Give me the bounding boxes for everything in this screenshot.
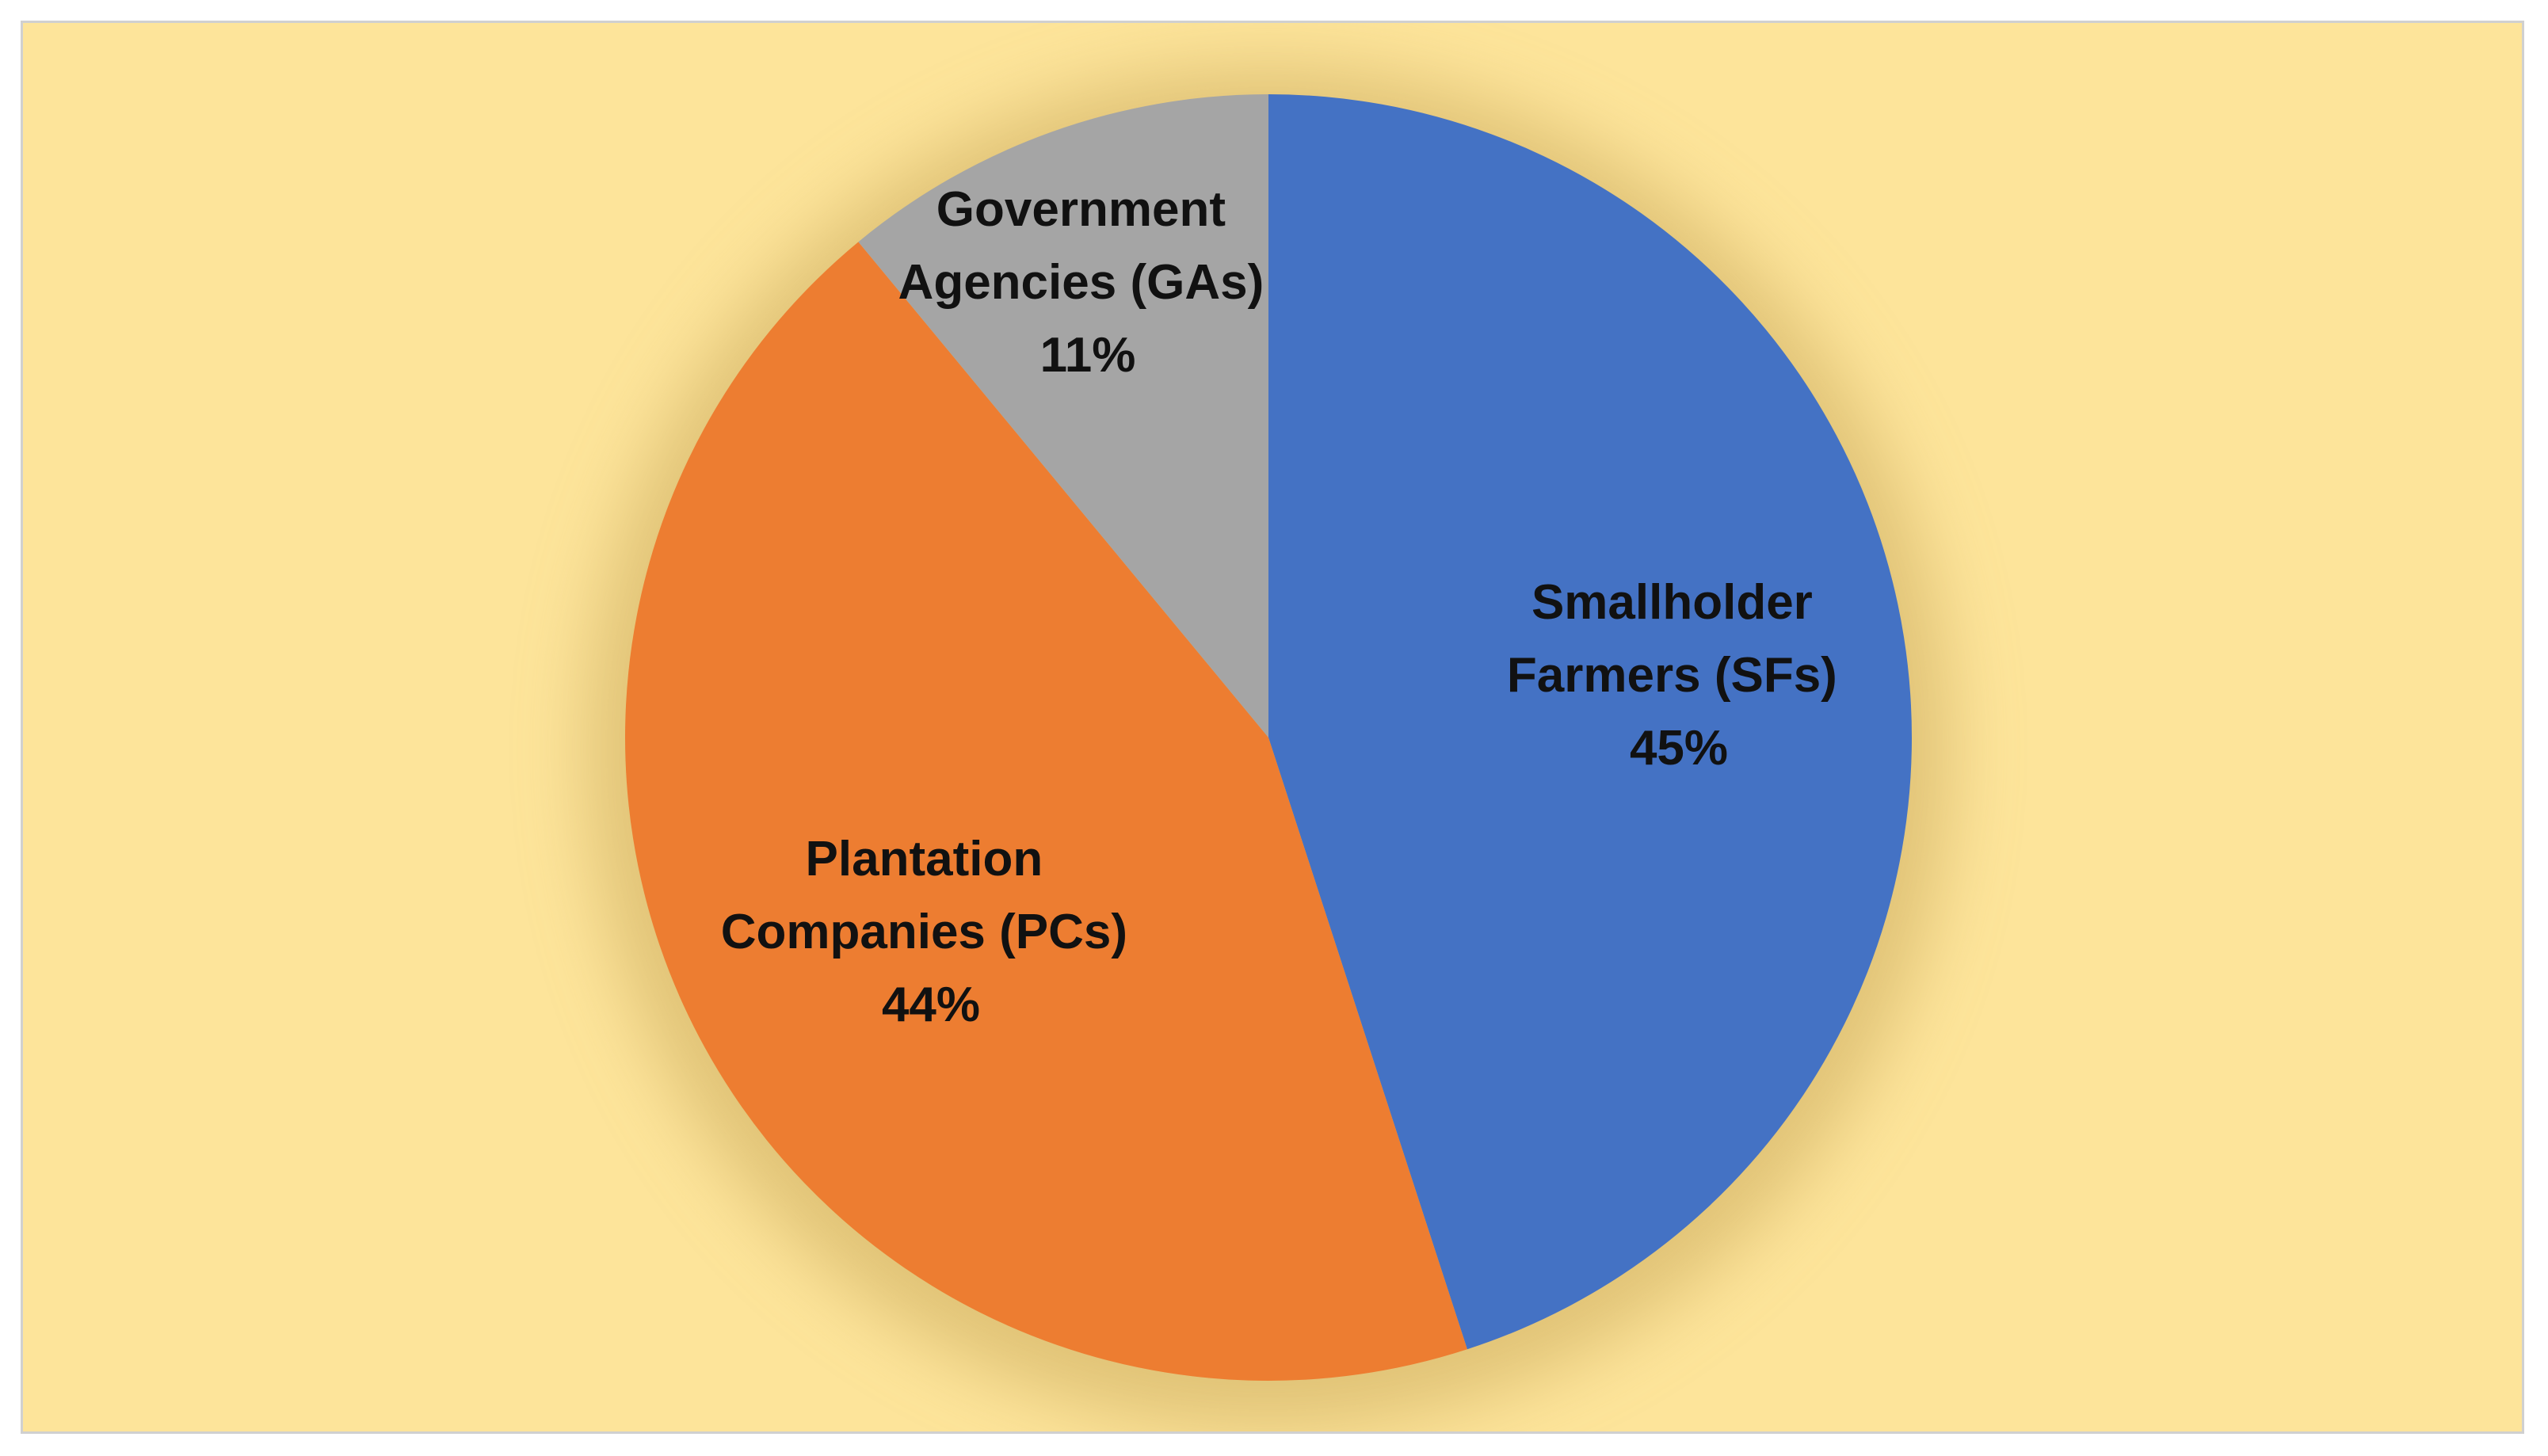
- slice-value-label: 45%: [1630, 721, 1728, 776]
- slice-label-plantation-companies: Plantation Companies (PCs) 44%: [721, 832, 1142, 1032]
- slice-label-line2: Agencies (GAs): [898, 255, 1264, 310]
- slice-label-government-agencies: Government Agencies (GAs) 11%: [898, 182, 1278, 383]
- pie-slice-smallholder-farmers: [1268, 94, 1912, 1350]
- pie-slice-plantation-companies: [625, 242, 1467, 1381]
- slice-label-line1: Government: [936, 182, 1226, 237]
- slice-value-label: 11%: [1040, 328, 1136, 383]
- slice-label-line2: Companies (PCs): [721, 905, 1127, 959]
- chart-area: Smallholder Farmers (SFs) 45% Plantation…: [21, 21, 2524, 1434]
- pie-chart: Smallholder Farmers (SFs) 45% Plantation…: [587, 67, 1950, 1430]
- pie-slices: [625, 94, 1912, 1381]
- pie-slice-government-agencies: [858, 94, 1268, 738]
- slice-label-line1: Smallholder: [1531, 575, 1813, 630]
- slice-value-label: 44%: [882, 978, 980, 1032]
- slice-label-line2: Farmers (SFs): [1507, 648, 1837, 703]
- slice-label-line1: Plantation: [806, 832, 1043, 886]
- slice-label-smallholder-farmers: Smallholder Farmers (SFs) 45%: [1507, 575, 1851, 776]
